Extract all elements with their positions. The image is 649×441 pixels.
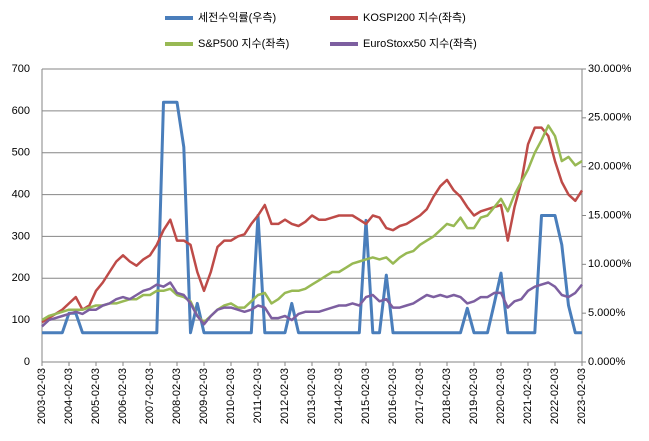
y-tick-label: 700 [12, 63, 30, 75]
series-line [41, 126, 584, 324]
series-line [42, 100, 582, 335]
x-tick-label: 2011-02-03 [252, 368, 264, 423]
x-tick-label: 2020-02-03 [495, 368, 507, 424]
x-tick-label: 2006-02-03 [117, 368, 129, 424]
x-tick-label: 2005-02-03 [90, 368, 102, 424]
x-tick-label: 2023-02-03 [576, 368, 588, 424]
x-tick-label: 2007-02-03 [144, 368, 156, 424]
x-tick-label: 2021-02-03 [522, 368, 534, 424]
y2-tick-label: 10.000% [588, 258, 632, 270]
y2-tick-label: 15.000% [588, 209, 632, 221]
x-tick-label: 2018-02-03 [441, 368, 453, 424]
y2-tick-label: 20.000% [588, 161, 632, 173]
x-tick-label: 2012-02-03 [279, 368, 291, 424]
x-tick-label: 2015-02-03 [360, 368, 372, 424]
x-tick-label: 2014-02-03 [333, 368, 345, 424]
series-line [41, 281, 583, 328]
y-tick-label: 100 [12, 314, 30, 326]
x-tick-label: 2016-02-03 [387, 368, 399, 424]
x-tick-label: 2017-02-03 [414, 368, 426, 424]
y-tick-label: 400 [12, 188, 30, 200]
y2-tick-label: 0.000% [588, 356, 626, 368]
y-tick-label: 600 [12, 105, 30, 117]
x-tick-label: 2009-02-03 [198, 368, 210, 424]
x-tick-label: 2004-02-03 [63, 368, 75, 424]
legend-label: S&P500 지수(좌측) [198, 37, 289, 50]
x-tick-label: 2010-02-03 [225, 368, 237, 424]
x-tick-label: 2022-02-03 [549, 368, 561, 424]
y2-tick-label: 30.000% [588, 63, 632, 75]
y-tick-label: 300 [12, 230, 30, 242]
x-tick-label: 2008-02-03 [171, 368, 183, 424]
y2-tick-label: 25.000% [588, 112, 632, 124]
y2-tick-label: 5.000% [588, 307, 626, 319]
y-tick-label: 0 [24, 356, 30, 368]
x-tick-label: 2019-02-03 [468, 368, 480, 424]
y-tick-label: 200 [12, 272, 30, 284]
legend-label: 세전수익률(우측) [198, 11, 276, 24]
legend-label: KOSPI200 지수(좌측) [363, 11, 466, 24]
x-tick-label: 2013-02-03 [306, 368, 318, 424]
legend-label: EuroStoxx50 지수(좌측) [363, 37, 477, 50]
x-tick-label: 2003-02-03 [36, 368, 48, 424]
y-tick-label: 500 [12, 147, 30, 159]
